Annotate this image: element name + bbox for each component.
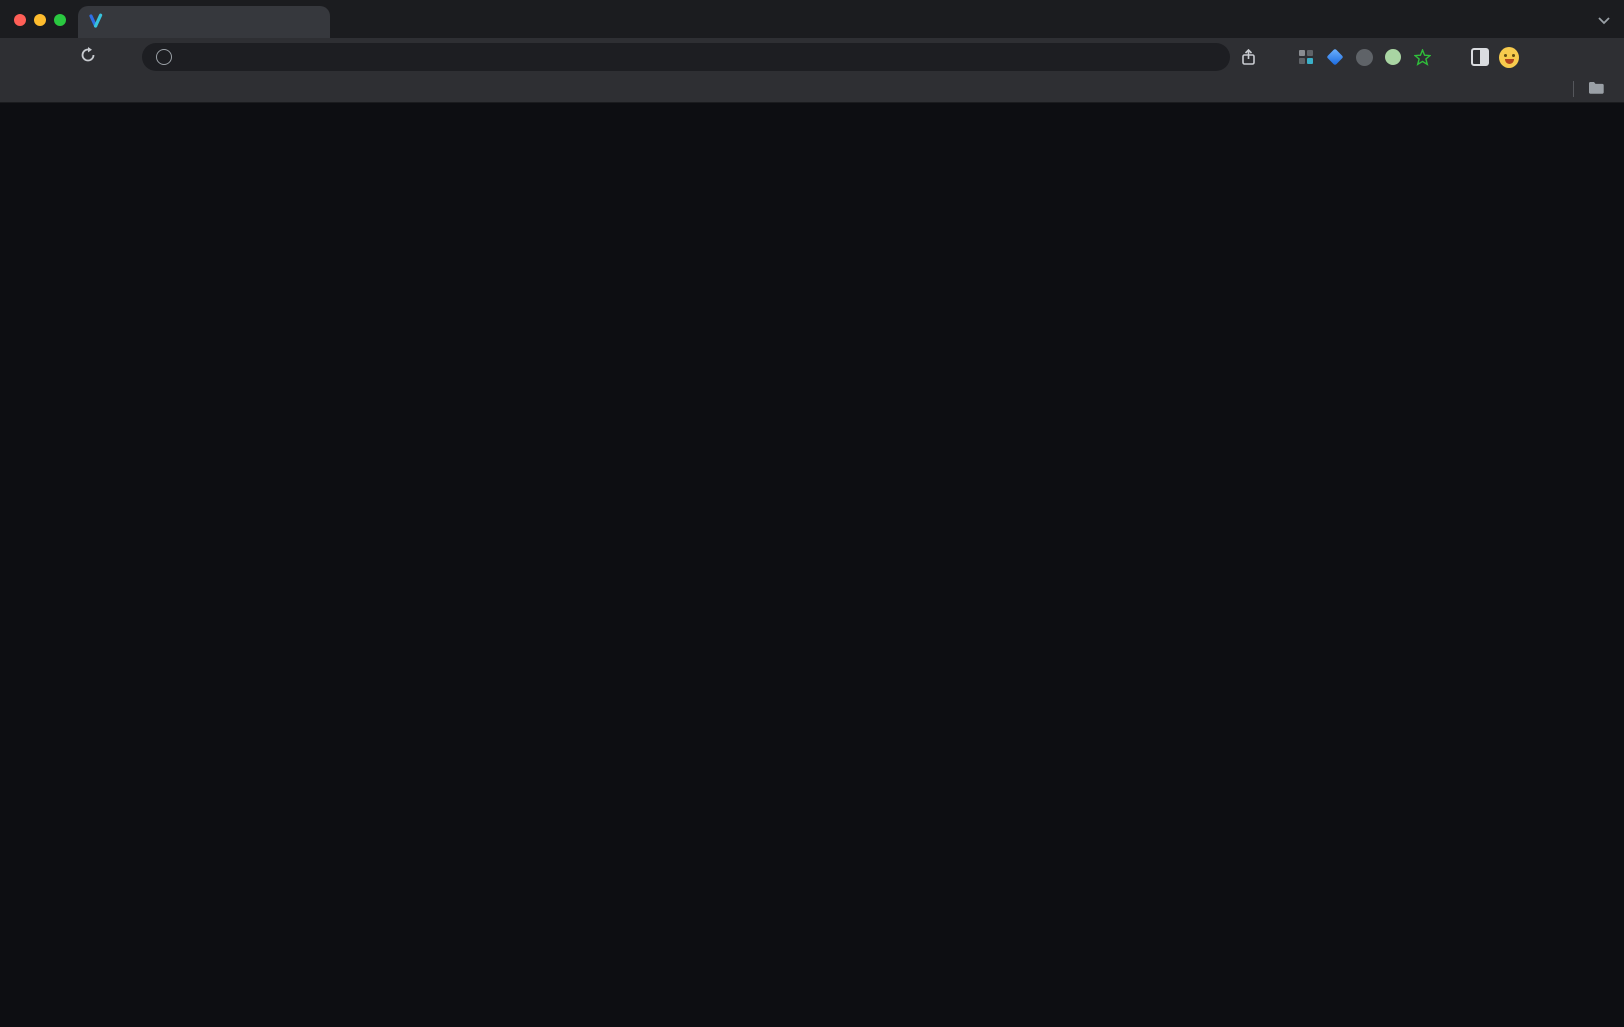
chart-area-single[interactable] [980,393,1350,608]
folder-icon [1588,81,1604,97]
chart-bar-horizontal[interactable] [505,150,905,375]
toolbar-icons [1238,46,1546,68]
chart-line-gradient[interactable] [500,395,875,610]
extension-green-star-icon[interactable] [1412,47,1432,67]
bookmark-star-icon[interactable] [1267,47,1287,67]
profile-avatar[interactable] [1499,46,1519,68]
dashboard-page [0,103,1624,1027]
extension-grid-icon[interactable] [1296,47,1316,67]
reload-icon[interactable] [72,46,104,68]
extension-kite-icon[interactable] [1325,47,1345,67]
bookmarks-bar [0,76,1624,103]
share-icon[interactable] [1238,47,1258,67]
other-bookmarks-folder[interactable] [1588,81,1610,97]
window-minimize-button[interactable] [34,14,46,26]
chart-line-two-series[interactable] [40,423,420,638]
navigation-bar [0,38,1624,76]
window-zoom-button[interactable] [54,14,66,26]
window-controls [14,14,66,26]
chart-city-progress[interactable] [985,150,1360,390]
chart-area-two-series[interactable] [95,698,485,923]
site-favicon [88,13,104,32]
extension-green-circle-icon[interactable] [1383,47,1403,67]
site-info-icon[interactable] [156,49,172,65]
extension-club-icon[interactable] [1441,47,1461,67]
tab-search-chevron-icon[interactable] [1598,12,1610,30]
browser-tab[interactable] [78,6,330,38]
bookmarks-divider [1573,81,1574,97]
chart-gauge[interactable] [1048,645,1264,861]
address-bar[interactable] [142,43,1230,71]
window-close-button[interactable] [14,14,26,26]
tab-strip [0,0,1624,38]
chart-bar-vertical[interactable] [40,148,470,373]
chart-donut[interactable] [545,635,935,890]
sidebar-toggle-icon[interactable] [1470,47,1490,67]
extension-grey-circle-icon[interactable] [1354,47,1374,67]
